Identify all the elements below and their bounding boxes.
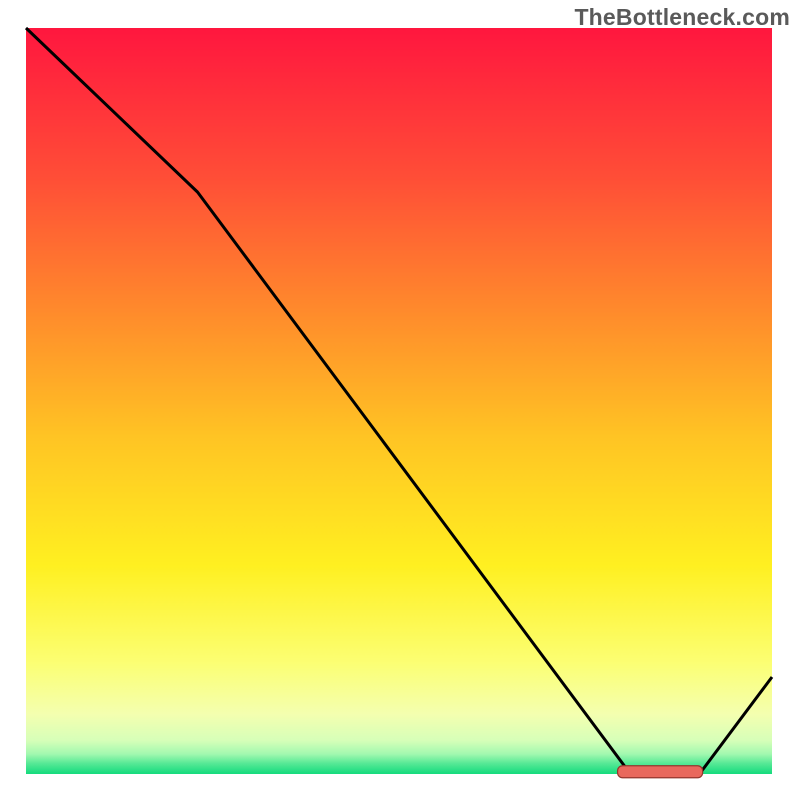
marker-layer (0, 0, 800, 800)
watermark-text: TheBottleneck.com (574, 4, 790, 31)
optimal-range-marker (618, 766, 703, 778)
bottleneck-chart: TheBottleneck.com (0, 0, 800, 800)
